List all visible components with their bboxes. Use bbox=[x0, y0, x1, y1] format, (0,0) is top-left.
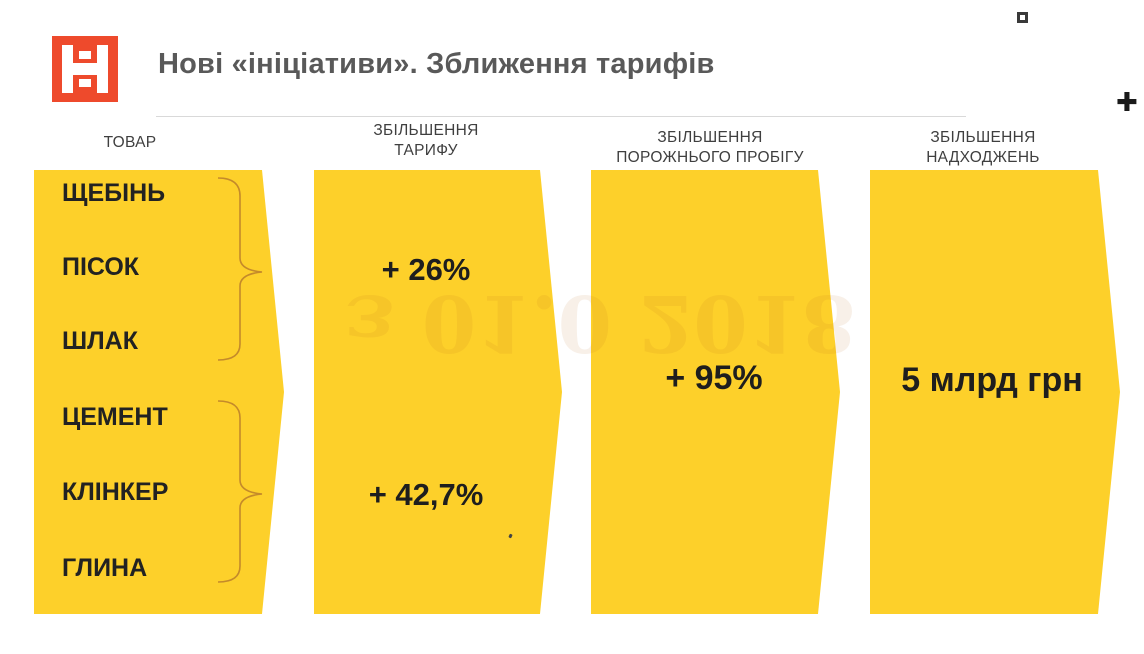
revenue-column-header: ЗБІЛЬШЕННЯ НАДХОДЖЕНЬ bbox=[886, 128, 1080, 168]
good-item-hlyna: ГЛИНА bbox=[62, 554, 148, 582]
goods-panel bbox=[34, 170, 284, 614]
empty-run-column-header: ЗБІЛЬШЕННЯ ПОРОЖНЬОГО ПРОБІГУ bbox=[578, 128, 842, 168]
title-divider bbox=[156, 116, 966, 117]
tariff-header-line1: ЗБІЛЬШЕННЯ bbox=[373, 122, 479, 139]
revenue-header-line2: НАДХОДЖЕНЬ bbox=[926, 149, 1040, 166]
goods-column-header: ТОВАР bbox=[103, 134, 157, 151]
tariff-header-line2: ТАРИФУ bbox=[394, 142, 458, 159]
tariff-increase-group2: + 42,7% bbox=[368, 477, 484, 512]
corner-plus-icon: ✚ bbox=[1116, 87, 1138, 117]
empty-run-panel bbox=[591, 170, 840, 614]
group1-brace bbox=[217, 177, 263, 361]
revenue-header-line1: ЗБІЛЬШЕННЯ bbox=[930, 129, 1036, 146]
corner-square-icon bbox=[1017, 12, 1028, 23]
good-item-pisok: ПІСОК bbox=[62, 253, 140, 281]
page-title: Нові «ініціативи». Зближення тарифів bbox=[158, 48, 715, 80]
good-item-shcheben: ЩЕБІНЬ bbox=[62, 179, 166, 207]
empty-run-increase: + 95% bbox=[665, 359, 763, 397]
empty-run-header-line2: ПОРОЖНЬОГО ПРОБІГУ bbox=[616, 149, 804, 166]
company-logo bbox=[52, 36, 118, 102]
revenue-panel bbox=[870, 170, 1120, 614]
tariff-column-header: ЗБІЛЬШЕННЯ ТАРИФУ bbox=[326, 121, 526, 161]
empty-run-header-line1: ЗБІЛЬШЕННЯ bbox=[657, 129, 763, 146]
good-item-shlak: ШЛАК bbox=[62, 327, 138, 355]
group2-brace bbox=[217, 400, 263, 583]
tariff-increase-group1: + 26% bbox=[381, 252, 471, 287]
good-item-tsement: ЦЕМЕНТ bbox=[62, 403, 168, 431]
good-item-klinker: КЛІНКЕР bbox=[62, 478, 169, 506]
revenue-increase: 5 млрд грн bbox=[901, 361, 1083, 399]
tariff-panel bbox=[314, 170, 562, 614]
